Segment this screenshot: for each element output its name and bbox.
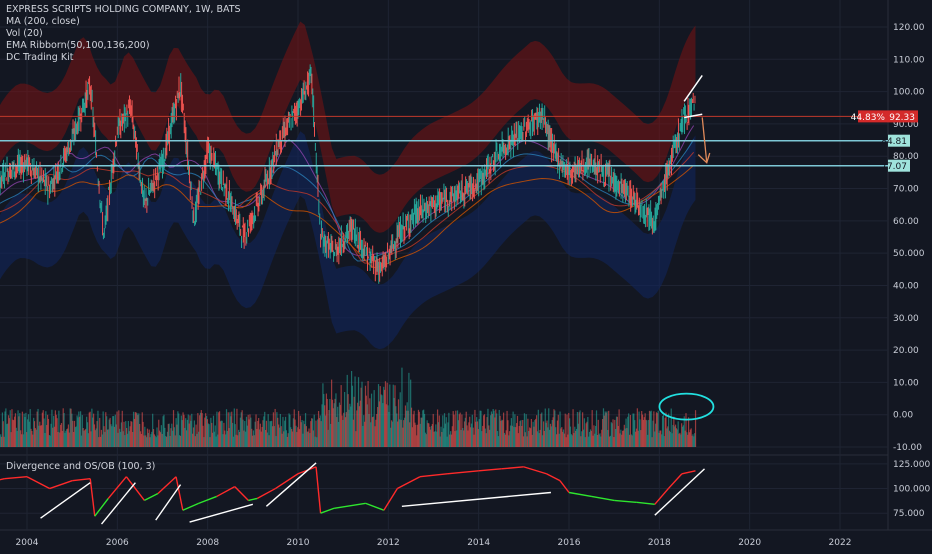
legend-vol[interactable]: Vol (20) [6, 28, 241, 40]
x-tick-label: 2018 [648, 538, 671, 548]
osc-y-tick-label: 75.000 [893, 509, 925, 519]
x-tick-label: 2014 [467, 538, 490, 548]
x-tick-label: 2016 [558, 538, 581, 548]
y-tick-label: 110.00 [893, 55, 925, 65]
badge-current-pct: 44.83% [851, 113, 886, 123]
badge-current-price: 92.33 [889, 113, 915, 123]
x-tick-label: 2012 [377, 538, 400, 548]
volume-bar [695, 410, 696, 447]
y-tick-label: 0.00 [893, 411, 913, 421]
legend-dc[interactable]: DC Trading Kit [6, 52, 241, 64]
x-tick-label: 2022 [829, 538, 852, 548]
chart-legend: EXPRESS SCRIPTS HOLDING COMPANY, 1W, BAT… [6, 4, 241, 64]
y-tick-label: 50.000 [893, 249, 925, 259]
x-tick-label: 2006 [106, 538, 129, 548]
x-tick-label: 2010 [287, 538, 310, 548]
y-tick-label: 60.00 [893, 217, 919, 227]
y-tick-label: 70.00 [893, 185, 919, 195]
y-tick-label: 100.00 [893, 88, 925, 98]
legend-ema[interactable]: EMA Ribborn(50,100,136,200) [6, 40, 241, 52]
osc-y-tick-label: 100.000 [893, 485, 930, 495]
badge-level-lower: 77.07 [881, 162, 907, 172]
x-tick-label: 2004 [16, 538, 39, 548]
osc-y-tick-label: 125.000 [893, 460, 930, 470]
oscillator-legend[interactable]: Divergence and OS/OB (100, 3) [6, 461, 155, 472]
badge-level-upper: 84.81 [881, 137, 907, 147]
x-tick-label: 2008 [196, 538, 219, 548]
x-tick-label: 2020 [738, 538, 761, 548]
y-tick-label: 20.00 [893, 346, 919, 356]
y-tick-label: 40.00 [893, 281, 919, 291]
legend-title: EXPRESS SCRIPTS HOLDING COMPANY, 1W, BAT… [6, 4, 241, 16]
y-tick-label: -10.00 [893, 443, 922, 453]
y-tick-label: 30.00 [893, 314, 919, 324]
y-tick-label: 120.00 [893, 23, 925, 33]
y-tick-label: 10.00 [893, 378, 919, 388]
legend-ma[interactable]: MA (200, close) [6, 16, 241, 28]
